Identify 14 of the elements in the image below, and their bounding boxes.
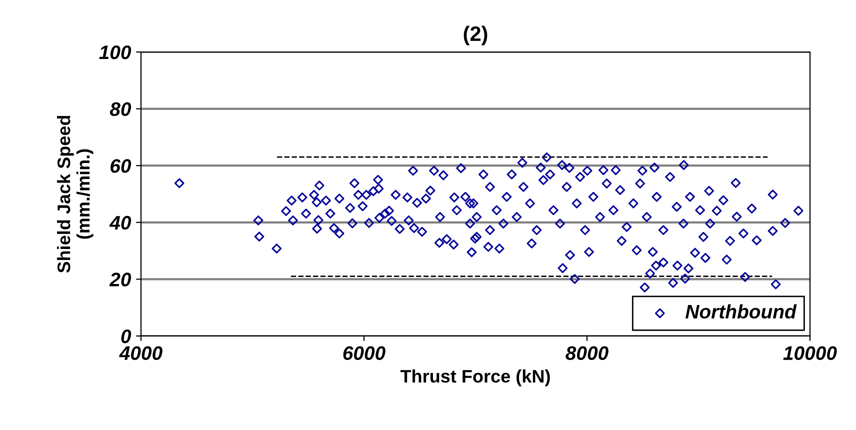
y-tick-label: 80 <box>110 102 132 116</box>
x-tick-label: 4000 <box>119 346 162 360</box>
legend-label: Northbound <box>686 304 797 319</box>
x-axis-title: Thrust Force (kN) <box>400 369 550 386</box>
y-tick-label: 60 <box>110 159 132 173</box>
x-tick-label: 10000 <box>783 346 837 360</box>
chart-title: (2) <box>464 26 488 46</box>
y-tick-label: 40 <box>109 216 132 230</box>
y-tick-label: 20 <box>109 272 132 286</box>
y-axis-title: Shield Jack Speed (mm./min.) <box>57 116 94 273</box>
x-tick-label: 8000 <box>566 346 608 360</box>
y-tick-label: 0 <box>121 329 132 344</box>
x-tick-label: 6000 <box>343 346 386 360</box>
y-tick-label: 100 <box>99 45 132 60</box>
